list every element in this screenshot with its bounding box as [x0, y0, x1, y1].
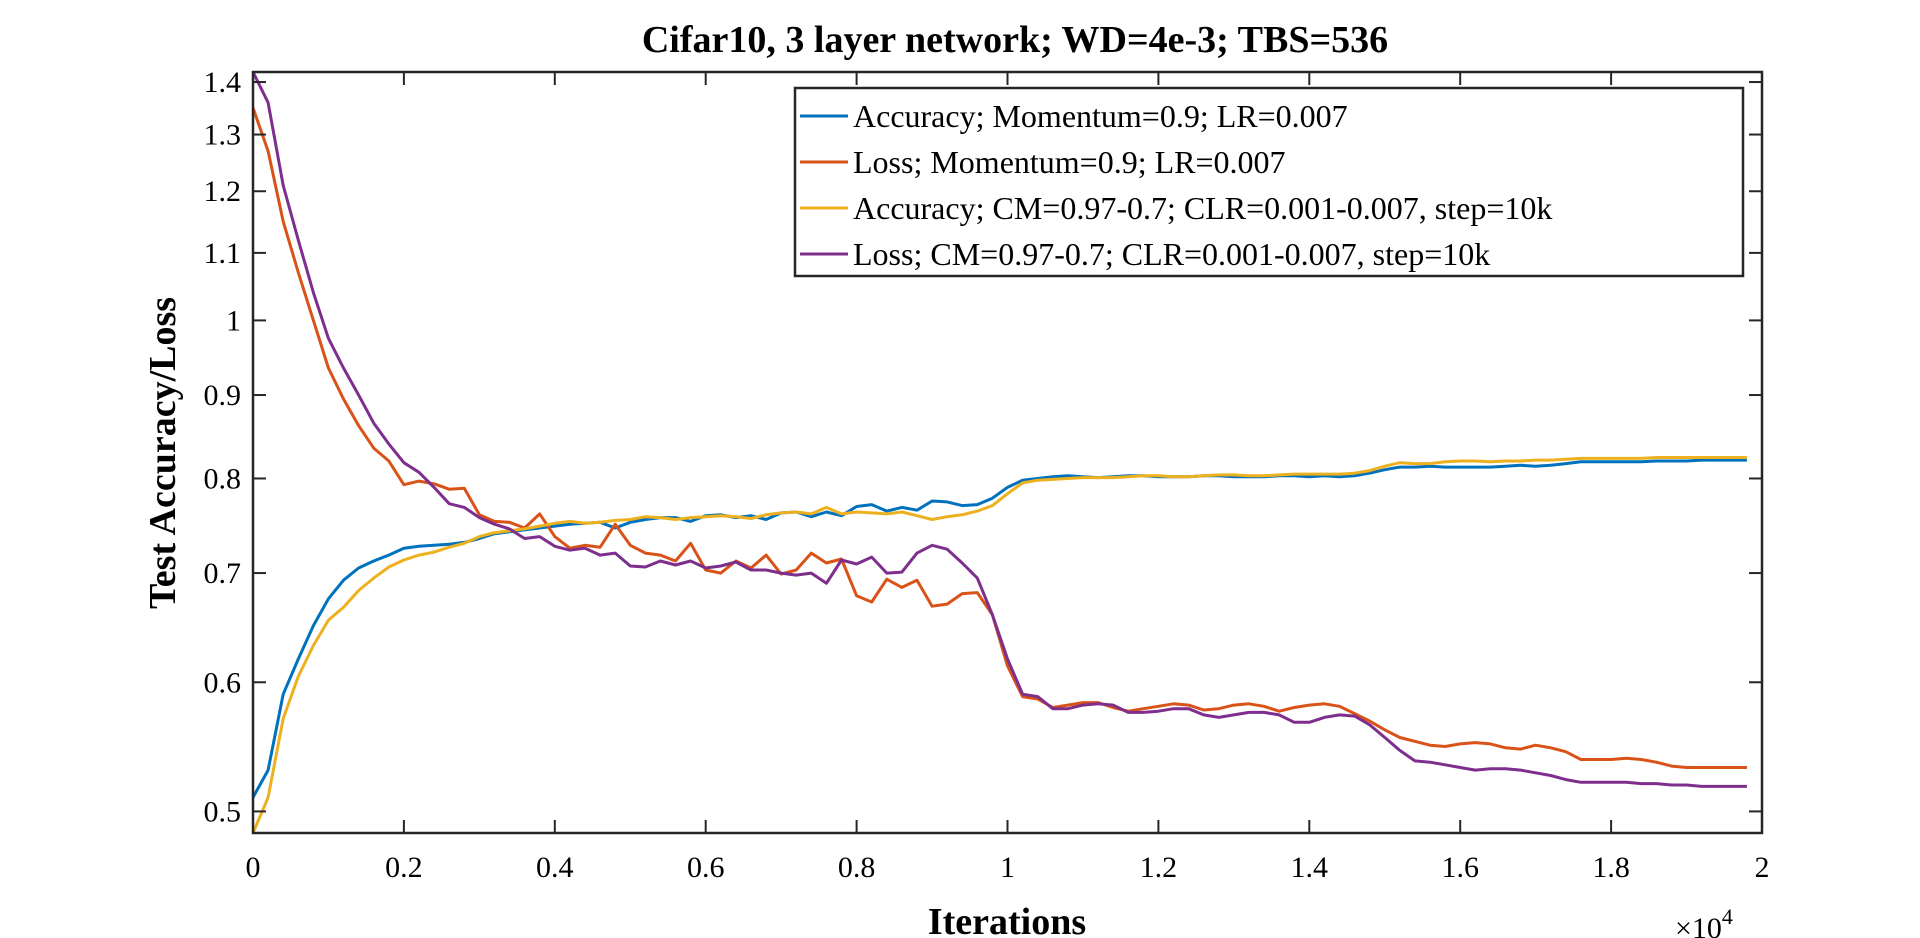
x-tick-label: 1.6: [1441, 851, 1479, 884]
y-tick-label: 0.7: [204, 557, 242, 590]
y-tick-label: 1.2: [204, 175, 242, 208]
ticks-layer: 0 0.2 0.4 0.6 0.8 1 1.2 1.4 1.6 1.8 2 0.5 0.6 0.7 0.8 0…: [204, 66, 1770, 884]
legend: Accuracy; Momentum=0.9; LR=0.007 Loss; Mo…: [793, 86, 1745, 278]
legend-label-4: Loss; CM=0.97-0.7; CLR=0.001-0.007, step…: [853, 236, 1490, 272]
y-tick-label: 0.8: [204, 462, 242, 495]
y-tick-label: 1.1: [204, 237, 242, 270]
svg-text:×104: ×104: [1675, 904, 1733, 938]
series-line-4: [251, 71, 1747, 788]
y-tick-label: 0.6: [204, 666, 242, 699]
x-exponent-base: ×10: [1675, 912, 1722, 938]
y-tick-label: 0.9: [204, 379, 242, 412]
x-exponent-power: 4: [1722, 904, 1733, 929]
plot-frame: [251, 70, 1764, 835]
x-axis-label: Iterations: [928, 901, 1086, 938]
y-tick-label: 1: [226, 304, 241, 337]
legend-label-3: Accuracy; CM=0.97-0.7; CLR=0.001-0.007, …: [853, 190, 1552, 226]
legend-label-1: Accuracy; Momentum=0.9; LR=0.007: [853, 98, 1348, 134]
x-tick-label: 0.6: [687, 851, 725, 884]
legend-box: [793, 86, 1745, 278]
x-tick-label: 0.8: [838, 851, 876, 884]
y-tick-label: 0.5: [204, 795, 242, 828]
y-axis-label: Test Accuracy/Loss: [142, 297, 184, 609]
x-tick-label: 1: [1000, 851, 1015, 884]
x-tick-label: 1.8: [1592, 851, 1630, 884]
y-tick-label: 1.3: [204, 119, 242, 152]
x-tick-label: 1.2: [1140, 851, 1178, 884]
x-tick-label: 0.2: [385, 851, 423, 884]
series-layer: [251, 71, 1747, 834]
series-line-3: [251, 456, 1747, 834]
chart-title: Cifar10, 3 layer network; WD=4e-3; TBS=5…: [642, 19, 1388, 61]
x-tick-label: 1.4: [1291, 851, 1329, 884]
x-tick-label: 2: [1755, 851, 1770, 884]
x-tick-label: 0: [246, 851, 261, 884]
x-exponent-label: ×104: [1675, 904, 1733, 938]
legend-label-2: Loss; Momentum=0.9; LR=0.007: [853, 144, 1286, 180]
x-tick-label: 0.4: [536, 851, 574, 884]
y-tick-label: 1.4: [204, 66, 242, 99]
